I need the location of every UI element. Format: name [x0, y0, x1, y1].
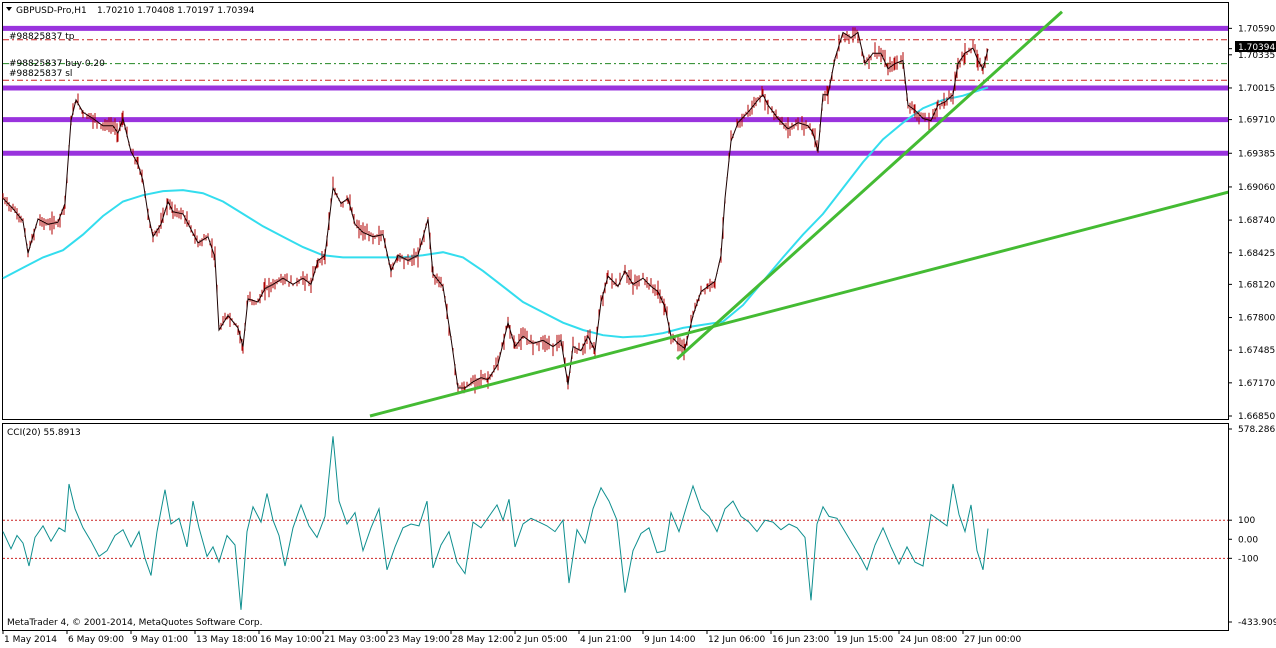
time-tick-label: 24 Jun 08:00 — [900, 635, 957, 645]
cci-axis: 578.2867 100 0.00 -100 -433.9093 — [1228, 425, 1276, 628]
time-tick-label: 21 May 03:00 — [324, 635, 386, 645]
trendline[interactable] — [675, 10, 1064, 361]
current-price-tag — [1235, 41, 1276, 52]
order-buy-label: #98825837 buy 0.20 — [9, 59, 105, 69]
horizontal-levels[interactable] — [3, 25, 1228, 156]
cci-tick-label: 100 — [1238, 516, 1255, 526]
price-axis: 1.70590 1.703941.70335 1.70015 1.69710 1.693… — [1228, 24, 1275, 422]
price-close-line — [2, 31, 989, 389]
time-tick-label: 16 Jun 23:00 — [772, 635, 829, 645]
cci-tick-label: -433.9093 — [1238, 618, 1276, 628]
trendline[interactable] — [369, 180, 1276, 418]
time-tick-label: 19 Jun 15:00 — [836, 635, 893, 645]
order-tp-label: #98825837 tp — [9, 32, 75, 42]
price-tick-label: 1.69385 — [1238, 149, 1275, 159]
cci-tick-label: 578.2867 — [1238, 425, 1276, 435]
chevron-down-icon[interactable] — [6, 7, 12, 11]
price-tick-label: 1.70590 — [1238, 24, 1275, 34]
cci-line — [2, 436, 989, 610]
symbol-label: GBPUSD-Pro,H1 — [16, 6, 87, 16]
price-tick-label: 1.69710 — [1238, 116, 1275, 126]
price-tick-label: 1.68120 — [1238, 280, 1275, 290]
cci-levels — [3, 519, 1228, 559]
time-tick-label: 4 Jun 21:00 — [580, 635, 632, 645]
price-bars — [2, 27, 989, 394]
cci-polyline — [2, 436, 989, 610]
time-tick-label: 6 May 09:00 — [68, 635, 124, 645]
order-lines[interactable] — [3, 39, 1228, 81]
price-tick-label: 1.70335 — [1238, 51, 1275, 61]
time-tick-label: 12 Jun 06:00 — [708, 635, 765, 645]
trendlines[interactable] — [369, 10, 1276, 418]
time-tick-label: 9 Jun 14:00 — [644, 635, 696, 645]
ohlc-values: 1.70210 1.70408 1.70197 1.70394 — [97, 6, 255, 16]
time-tick-label: 13 May 18:00 — [196, 635, 258, 645]
cci-panel-frame — [2, 423, 1229, 631]
time-tick-label: 1 May 2014 — [4, 635, 57, 645]
cci-tick-label: 0.00 — [1238, 535, 1258, 545]
time-axis: 1 May 2014 6 May 09:00 9 May 01:00 13 May 1… — [2, 630, 1021, 645]
order-sl-label: #98825837 sl — [9, 69, 72, 79]
price-tick-label: 1.67170 — [1238, 379, 1275, 389]
price-bars-path — [2, 27, 988, 394]
price-tick-label: 1.67800 — [1238, 314, 1275, 324]
price-tick-label: 1.70015 — [1238, 84, 1275, 94]
cci-label: CCI(20) 55.8913 — [7, 428, 81, 438]
price-tick-label: 1.68425 — [1238, 249, 1275, 259]
time-tick-label: 9 May 01:00 — [132, 635, 188, 645]
price-tick-label: 1.68740 — [1238, 216, 1275, 226]
price-tick-label: 1.69060 — [1238, 183, 1275, 193]
time-tick-label: 28 May 12:00 — [452, 635, 514, 645]
cci-tick-label: -100 — [1238, 554, 1259, 564]
time-tick-label: 23 May 19:00 — [388, 635, 450, 645]
price-tick-label: 1.67485 — [1238, 346, 1275, 356]
time-tick-label: 16 May 10:00 — [260, 635, 322, 645]
price-panel-frame — [2, 2, 1229, 420]
moving-average — [2, 86, 989, 339]
time-tick-label: 2 Jun 05:00 — [516, 635, 568, 645]
copyright-label: MetaTrader 4, © 2001-2014, MetaQuotes So… — [7, 618, 263, 628]
price-tick-label: 1.66850 — [1238, 412, 1275, 422]
moving-average-line — [2, 86, 989, 339]
current-price-value: 1.70394 — [1238, 43, 1275, 53]
time-tick-label: 27 Jun 00:00 — [964, 635, 1021, 645]
